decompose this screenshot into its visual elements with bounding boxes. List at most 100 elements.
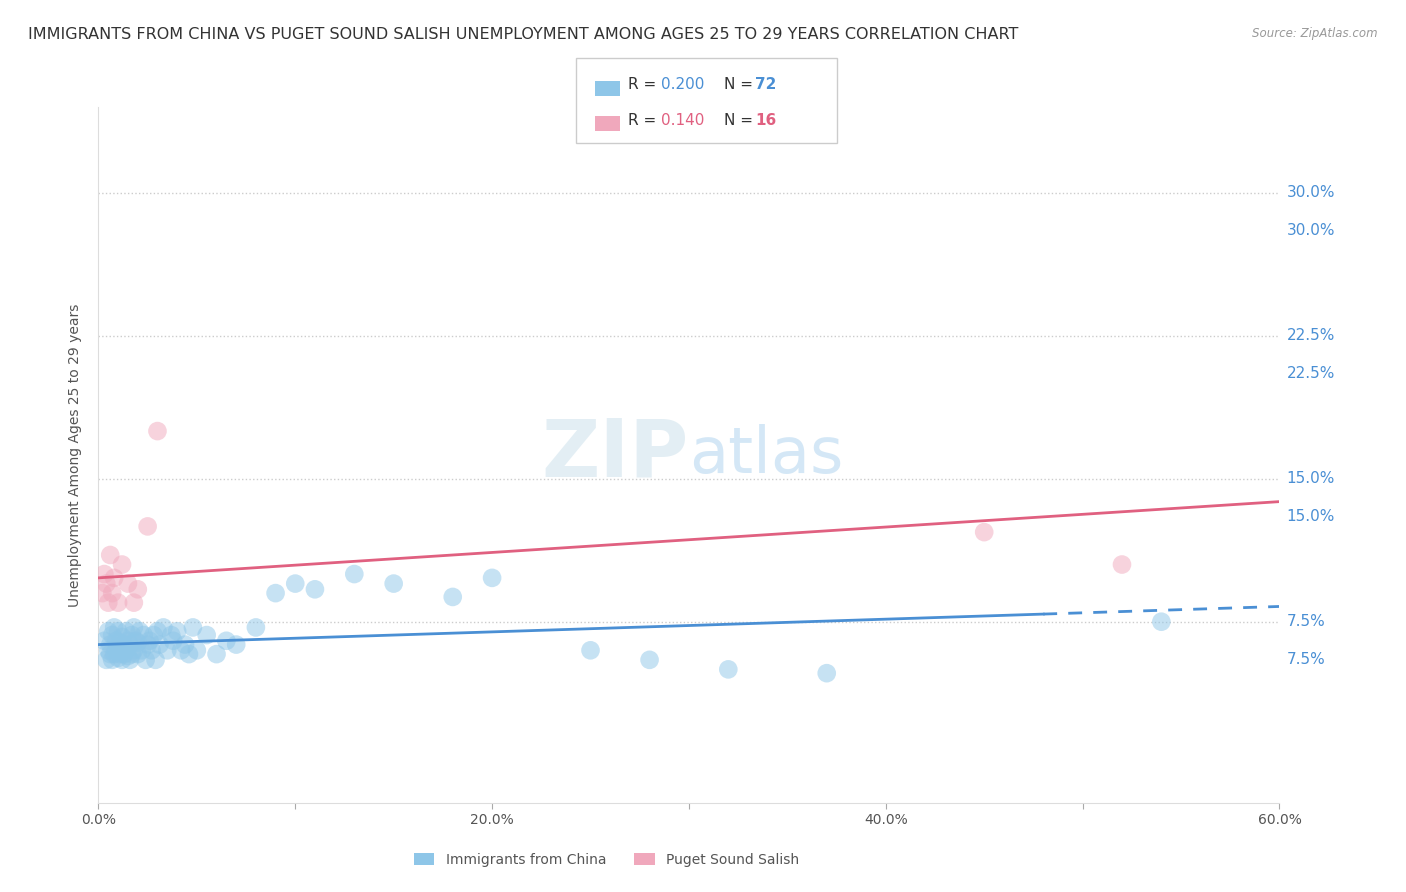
Text: R =: R = [628,78,662,92]
Point [343,567,366,582]
Point [122,596,145,610]
Point [174,638,197,652]
Point [135,653,157,667]
Point [96,653,118,667]
Text: 16: 16 [755,113,776,128]
Point [166,624,188,639]
Y-axis label: Unemployment Among Ages 25 to 29 years: Unemployment Among Ages 25 to 29 years [69,303,83,607]
Point [118,638,141,652]
Point [138,633,160,648]
Point [152,620,174,634]
Point [717,662,740,676]
Point [131,643,153,657]
Point [117,576,139,591]
Point [117,648,139,663]
Point [96,576,118,591]
Point [162,633,184,648]
Point [141,643,163,657]
Point [101,586,124,600]
Point [382,576,405,591]
Point [146,624,169,639]
Point [105,643,128,657]
Point [103,571,125,585]
Point [101,628,124,642]
Point [98,647,121,661]
Point [225,638,247,652]
Point [103,620,125,634]
Text: R =: R = [628,113,662,128]
Point [441,590,464,604]
Text: 22.5%: 22.5% [1286,367,1334,382]
Point [127,635,149,649]
Text: 22.5%: 22.5% [1286,328,1334,343]
Point [107,651,129,665]
Point [121,628,143,642]
Point [186,643,208,657]
Point [122,620,145,634]
Point [98,638,121,652]
Text: 72: 72 [755,78,776,92]
Point [115,643,138,657]
Text: 30.0%: 30.0% [1286,223,1334,238]
Point [579,643,602,657]
Point [127,647,149,661]
Text: Source: ZipAtlas.com: Source: ZipAtlas.com [1253,27,1378,40]
Text: 7.5%: 7.5% [1286,615,1326,629]
Point [142,628,165,642]
Text: 30.0%: 30.0% [1286,186,1334,201]
Point [136,519,159,533]
Point [1111,558,1133,572]
Point [145,653,167,667]
Point [304,582,326,597]
Point [98,548,121,562]
Point [638,653,661,667]
Point [93,567,115,582]
Point [177,647,200,661]
Point [127,582,149,597]
Point [284,576,307,591]
Point [91,586,114,600]
Point [122,643,145,657]
Point [148,638,170,652]
Text: 0.140: 0.140 [661,113,704,128]
Text: ZIP: ZIP [541,416,689,494]
Point [181,620,204,634]
Point [481,571,503,585]
Point [108,635,131,649]
Point [205,647,228,661]
Text: N =: N = [724,113,758,128]
Point [111,630,134,644]
Text: 7.5%: 7.5% [1286,652,1326,667]
Point [170,643,193,657]
Legend: Immigrants from China, Puget Sound Salish: Immigrants from China, Puget Sound Salis… [408,847,804,872]
Point [107,596,129,610]
Point [128,624,150,639]
Text: 15.0%: 15.0% [1286,509,1334,524]
Point [115,624,138,639]
Point [815,666,838,681]
Point [118,653,141,667]
Point [1150,615,1173,629]
Point [121,647,143,661]
Text: 15.0%: 15.0% [1286,471,1334,486]
Point [132,628,155,642]
Text: N =: N = [724,78,758,92]
Point [112,647,135,661]
Point [105,633,128,648]
Point [93,633,115,648]
Point [160,628,183,642]
Point [136,638,159,652]
Point [97,643,120,657]
Point [125,633,148,648]
Point [107,640,129,654]
Point [111,558,134,572]
Point [108,647,131,661]
Point [103,647,125,661]
Point [97,596,120,610]
Point [101,653,124,667]
Point [215,633,238,648]
Point [112,638,135,652]
Point [245,620,267,634]
Text: atlas: atlas [689,424,844,486]
Text: IMMIGRANTS FROM CHINA VS PUGET SOUND SALISH UNEMPLOYMENT AMONG AGES 25 TO 29 YEA: IMMIGRANTS FROM CHINA VS PUGET SOUND SAL… [28,27,1018,42]
